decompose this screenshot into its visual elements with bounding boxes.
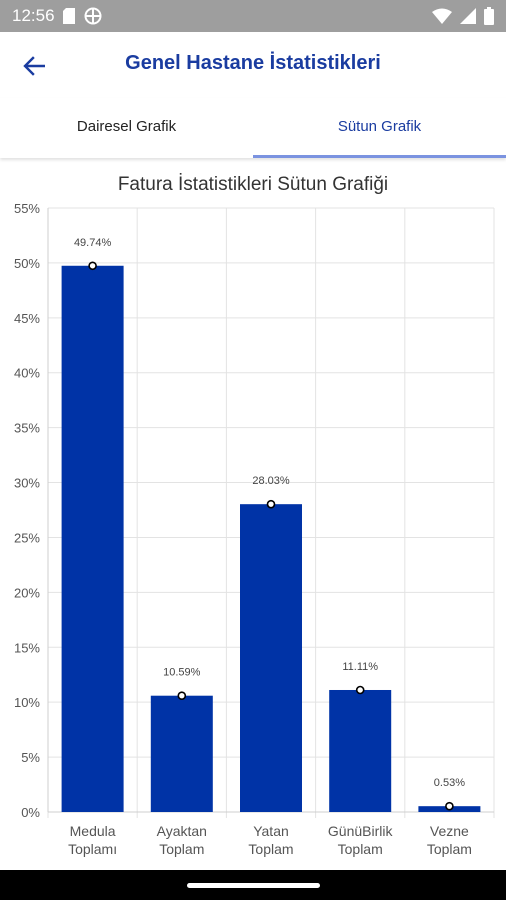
data-label: 49.74% <box>74 237 112 249</box>
bar[interactable] <box>61 265 124 812</box>
chart-labels: 0% 5% 10% 15% 20% 25% 30% 35% 40% 45% 50% 55% 49.74%… <box>14 201 472 857</box>
bar[interactable] <box>329 689 392 812</box>
vpn-globe-icon <box>84 7 102 25</box>
x-tick-label: GünüBirlik <box>328 823 394 839</box>
x-tick-label: Toplamı <box>68 841 117 857</box>
back-button[interactable] <box>14 46 54 86</box>
x-tick-label: Toplam <box>248 841 293 857</box>
bar-point <box>355 685 365 695</box>
y-tick-label: 35% <box>14 421 40 436</box>
bar[interactable] <box>150 695 213 812</box>
tab-bar-chart[interactable]: Sütun Grafik <box>337 118 422 135</box>
bar-chart-svg: Fatura İstatistikleri Sütun Grafiği 0% 5%… <box>14 174 495 857</box>
y-tick-label: 5% <box>21 750 40 765</box>
navigation-bar <box>0 870 506 900</box>
y-tick-label: 15% <box>14 640 40 655</box>
status-left-icons <box>62 6 102 26</box>
page-title: Genel Hastane İstatistikleri <box>125 52 381 74</box>
wifi-icon <box>432 8 452 24</box>
bar[interactable] <box>240 504 302 812</box>
tab-bar: Dairesel Grafik Sütun Grafik <box>0 98 506 158</box>
bar-point <box>88 261 97 271</box>
bar-point <box>177 691 187 701</box>
chart-title: Fatura İstatistikleri Sütun Grafiği <box>118 174 388 195</box>
y-tick-label: 40% <box>14 366 40 381</box>
chart-bars <box>61 261 481 812</box>
status-right-icons <box>432 6 494 26</box>
x-tick-label: Medula <box>70 823 116 839</box>
y-tick-label: 45% <box>14 311 40 326</box>
status-time: 12:56 <box>12 6 55 25</box>
bar-point <box>445 801 454 811</box>
x-tick-label: Vezne <box>430 823 469 839</box>
x-tick-label: Ayaktan <box>157 823 207 839</box>
data-label: 0.53% <box>434 777 465 789</box>
x-tick-label: Toplam <box>427 841 472 857</box>
y-tick-label: 50% <box>14 256 40 271</box>
y-tick-label: 30% <box>14 476 40 491</box>
sd-card-icon <box>63 8 75 24</box>
home-handle[interactable] <box>187 883 320 888</box>
x-tick-label: Toplam <box>159 841 204 857</box>
data-label: 10.59% <box>163 667 201 679</box>
y-tick-label: 20% <box>14 585 40 600</box>
y-tick-label: 25% <box>14 530 40 545</box>
battery-icon <box>484 7 494 25</box>
bar-point <box>266 499 276 509</box>
bar-chart: Fatura İstatistikleri Sütun Grafiği 0% 5%… <box>0 162 506 870</box>
y-tick-label: 55% <box>14 201 40 216</box>
x-tick-label: Yatan <box>253 823 289 839</box>
app-bar: Genel Hastane İstatistikleri <box>0 32 506 98</box>
data-label: 28.03% <box>252 475 290 487</box>
status-bar: 12:56 <box>0 0 506 32</box>
tab-pie-chart[interactable]: Dairesel Grafik <box>76 118 177 135</box>
tab-indicator <box>253 155 506 158</box>
signal-icon <box>460 8 476 24</box>
data-label: 11.11% <box>342 661 378 673</box>
x-tick-label: Toplam <box>338 841 383 857</box>
arrow-left-icon <box>23 56 45 76</box>
y-tick-label: 10% <box>14 695 40 710</box>
y-tick-label: 0% <box>21 805 40 820</box>
